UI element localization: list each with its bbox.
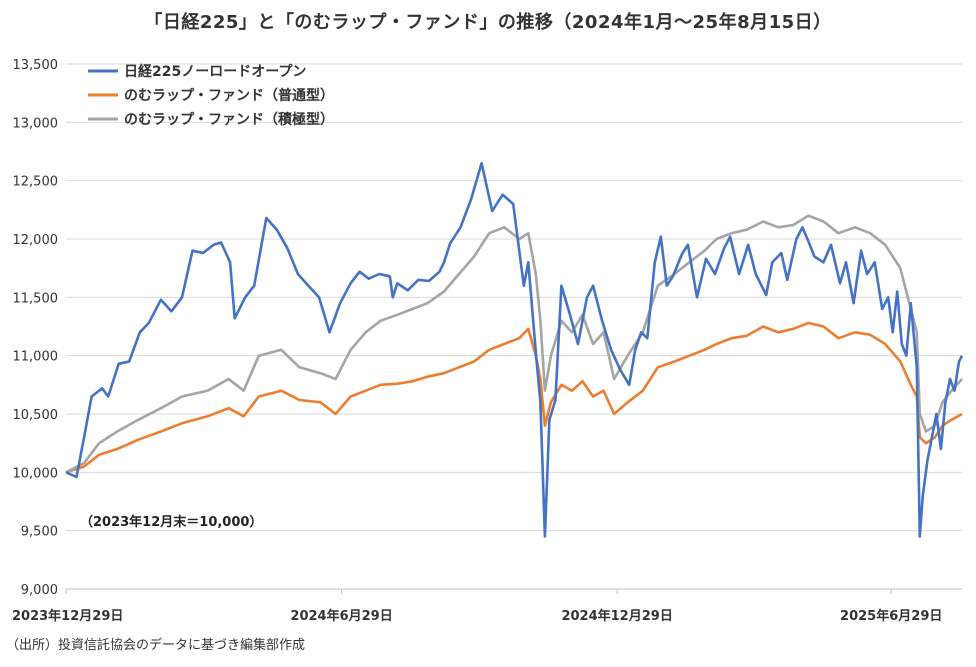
x-axis-ticks: 2023年12月29日 2024年6月29日 2024年12月29日 2025年6月2… <box>12 589 942 624</box>
y-tick-label: 9,500 <box>21 525 58 540</box>
baseline-annotation: （2023年12月末＝10,000） <box>80 514 262 530</box>
y-tick-label: 11,500 <box>13 291 59 306</box>
legend-label: のむラップ・ファンド（普通型） <box>124 87 334 104</box>
series-line-1 <box>65 321 963 474</box>
y-tick-label: 13,000 <box>13 116 59 131</box>
y-axis-ticks: 9,000 9,500 10,000 10,500 11,000 11,500 12,000… <box>13 58 59 598</box>
series-line-0 <box>65 161 964 538</box>
y-tick-label: 9,000 <box>21 583 58 598</box>
y-tick-label: 13,500 <box>13 58 59 73</box>
x-tick-label: 2024年12月29日 <box>561 608 672 624</box>
y-tick-label: 10,000 <box>13 466 59 481</box>
legend-label: のむラップ・ファンド（積極型） <box>124 111 334 128</box>
y-tick-label: 11,000 <box>13 350 59 365</box>
source-note: （出所）投資信託協会のデータに基づき編集部作成 <box>6 638 306 653</box>
y-tick-label: 12,000 <box>13 233 59 248</box>
gridlines <box>66 63 962 532</box>
x-tick-label: 2025年6月29日 <box>840 608 942 624</box>
y-tick-label: 12,500 <box>13 175 59 190</box>
chart-title: 「日経225」と「のむラップ・ファンド」の推移（2024年1月〜25年8月15日… <box>144 12 832 33</box>
x-tick-label: 2023年12月29日 <box>12 608 123 624</box>
series-lines <box>65 161 964 538</box>
series-line-2 <box>65 214 963 474</box>
y-tick-label: 10,500 <box>13 408 59 423</box>
legend-label: 日経225ノーロードオープン <box>124 63 306 80</box>
x-tick-label: 2024年6月29日 <box>290 608 392 624</box>
